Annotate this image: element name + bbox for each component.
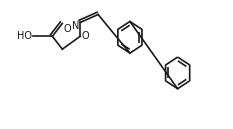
Text: O: O bbox=[81, 31, 89, 41]
Text: N: N bbox=[72, 21, 79, 31]
Text: HO: HO bbox=[17, 31, 31, 41]
Text: O: O bbox=[63, 24, 71, 34]
